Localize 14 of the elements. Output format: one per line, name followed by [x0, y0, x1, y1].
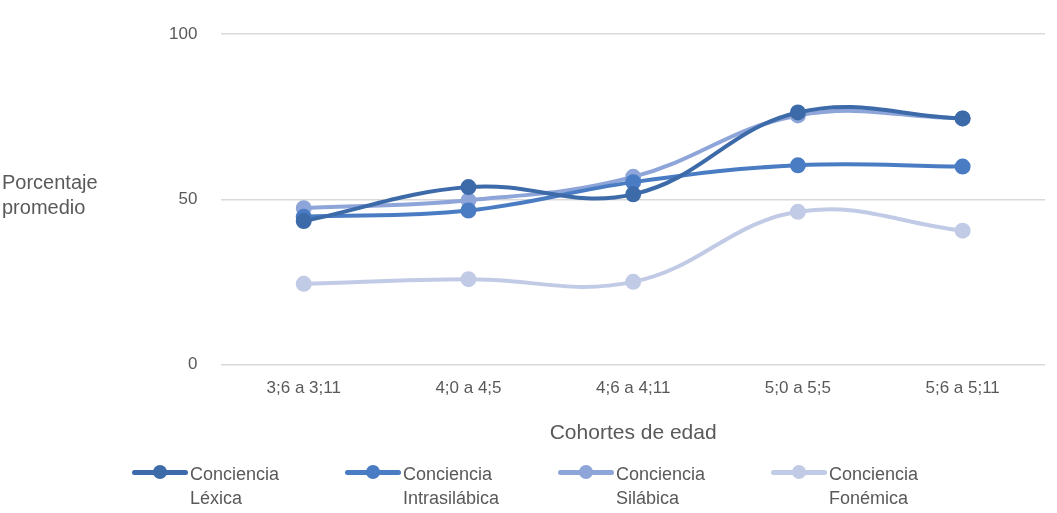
- x-axis-title: Cohortes de edad: [549, 420, 717, 444]
- y-tick-label: 100: [168, 23, 198, 43]
- y-tick-label: 50: [178, 188, 198, 208]
- legend-label: Conciencia Intrasilábica: [403, 463, 501, 510]
- y-axis-title: Porcentaje promedio: [2, 170, 99, 220]
- x-tick-label: 5;6 a 5;11: [925, 378, 1000, 398]
- legend-label: Conciencia Léxica: [190, 463, 281, 510]
- x-tick-label: 5;0 a 5;5: [764, 378, 831, 398]
- y-tick-label: 0: [187, 354, 198, 374]
- x-tick-label: 3;6 a 3;11: [266, 378, 341, 398]
- x-tick-label: 4;0 a 4;5: [435, 378, 502, 398]
- legend-label: Conciencia Fonémica: [829, 463, 920, 510]
- x-tick-label: 4;6 a 4;11: [596, 378, 671, 398]
- legend-label: Conciencia Silábica: [616, 463, 707, 510]
